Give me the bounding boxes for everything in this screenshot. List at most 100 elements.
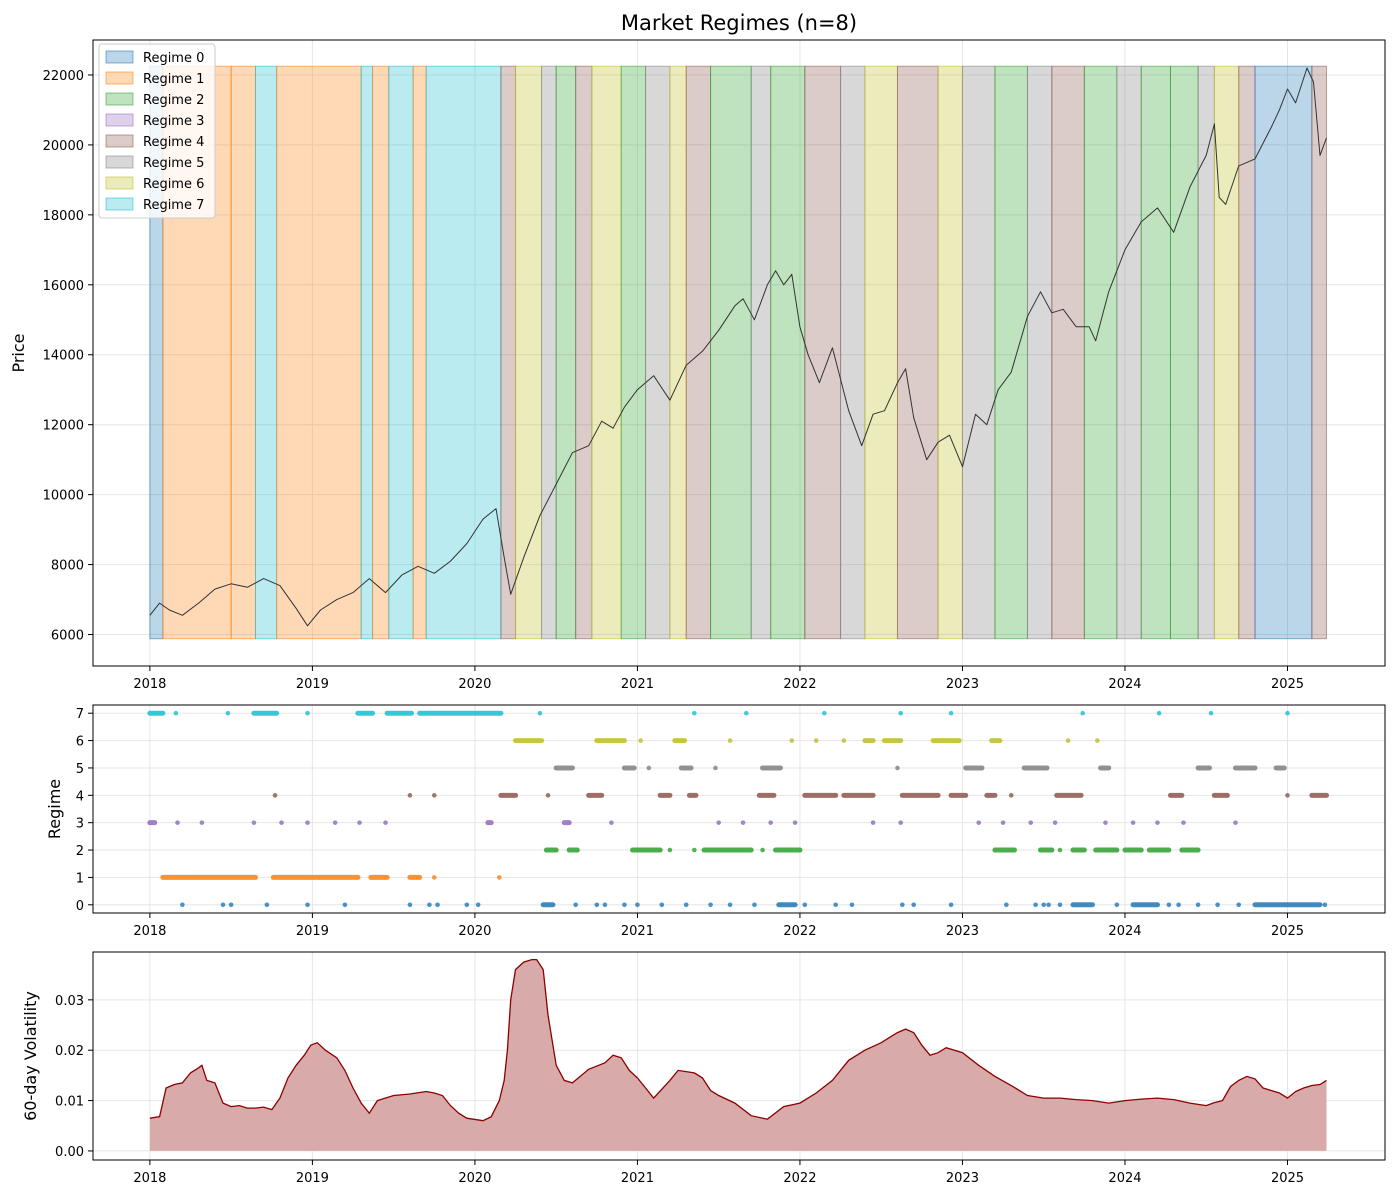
regime-point-regime-7 [692,710,697,716]
x-tick-label: 2022 [783,1171,816,1186]
regime-point-regime-0 [435,902,440,908]
regime-point-regime-0 [264,902,270,908]
legend: Regime 0 Regime 1 Regime 2 Regime 3 Regime 4… [98,43,216,219]
regime-span-regime-4 [896,65,939,640]
regime-point-regime-4 [431,793,437,798]
regime-point-regime-3 [175,820,180,825]
regime-point-regime-3 [279,820,284,825]
regime-span-regime-5 [961,65,996,640]
regime-point-regime-4 [272,793,278,798]
y-axis-label: Price [9,333,28,372]
regime-point-regime-2 [667,847,673,853]
regime-span-regime-7 [360,65,374,640]
legend-label-regime-7: Regime 7 [143,198,204,213]
regime-point-regime-3 [1233,820,1238,825]
axes-frame [92,704,1386,914]
regime-point-regime-0 [659,902,665,908]
y-tick-label: 12000 [43,419,84,434]
regime-span-regime-5 [645,65,671,640]
legend-label-regime-5: Regime 5 [143,156,204,171]
regime-point-regime-3 [251,820,257,825]
regime-span-regime-0 [1254,65,1313,640]
regime-point-regime-3 [332,820,338,825]
x-tick-label: 2023 [946,924,979,939]
regime-point-regime-0 [1215,902,1220,908]
y-axis-label: 60-day Volatility [21,991,40,1121]
regime-point-regime-0 [427,902,432,908]
y-tick-label: 20000 [43,139,84,154]
legend-label-regime-2: Regime 2 [143,93,204,108]
y-tick-label: 8000 [51,559,84,574]
x-tick-label: 2020 [458,1171,491,1186]
y-tick-label: 6000 [51,629,84,644]
regime-point-regime-0 [833,902,838,908]
regime-panel: 2018 2019 2020 2021 2022 2023 2024 2025 0 1 2 3 4 5 6 7… [45,704,1386,939]
regime-point-regime-6 [789,738,795,743]
volatility-line [149,958,1327,1122]
regime-point-regime-6 [727,738,733,743]
legend-label-regime-0: Regime 0 [143,51,204,66]
regime-point-regime-0 [900,902,905,908]
price-line [149,67,1327,627]
regime-point-regime-5 [713,765,718,771]
regime-point-regime-0 [1176,902,1181,908]
x-tick-label: 2019 [296,677,329,692]
regime-point-regime-2 [692,847,697,853]
regime-point-regime-0 [602,902,608,908]
legend-label-regime-1: Regime 1 [143,72,204,87]
x-tick-label: 2023 [946,1171,979,1186]
regime-span-regime-5 [1026,65,1053,640]
regime-point-regime-0 [1195,902,1201,908]
regime-span-regime-4 [1051,65,1085,640]
regime-point-regime-3 [1000,820,1006,825]
regime-span-regime-7 [255,65,278,640]
x-tick-label: 2023 [946,677,979,692]
volatility-area [149,959,1327,1151]
volatility-panel: 2018 2019 2020 2021 2022 2023 2024 2025 0.00 0.01… [21,951,1386,1186]
regime-point-regime-0 [1057,902,1063,908]
regime-point-regime-0 [594,902,600,908]
x-tick-label: 2021 [621,924,654,939]
regime-span-regime-6 [937,65,963,640]
y-tick-label: 0.03 [55,994,84,1009]
regime-point-regime-4 [545,793,551,798]
regime-point-regime-0 [752,902,757,908]
regime-span-regime-6 [591,65,622,640]
legend-box [98,43,216,219]
regime-span-regime-2 [1083,65,1118,640]
regime-point-regime-3 [716,820,721,825]
legend-swatch-regime-5 [105,155,134,169]
regime-point-regime-3 [1103,820,1108,825]
regime-span-regime-6 [515,65,543,640]
regime-point-regime-0 [911,902,917,908]
regime-point-regime-7 [173,710,179,716]
legend-swatch-regime-6 [105,176,134,190]
regime-point-regime-3 [976,820,982,825]
regime-span-regime-1 [276,65,362,640]
regime-point-regime-0 [727,902,733,908]
y-tick-label: 1 [76,871,84,886]
legend-swatch-regime-0 [105,50,134,64]
y-tick-label: 0.01 [55,1095,84,1110]
regime-point-regime-0 [1236,902,1242,908]
regime-point-regime-3 [1028,820,1034,825]
x-tick-label: 2021 [621,677,654,692]
y-tick-label: 5 [76,762,84,777]
y-tick-label: 10000 [43,489,84,504]
y-tick-label: 0 [76,899,84,914]
regime-point-regime-7 [1080,710,1086,716]
regime-point-regime-5 [895,765,900,771]
regime-span-regime-2 [1169,65,1199,640]
regime-point-regime-3 [1052,820,1058,825]
y-tick-label: 7 [76,707,84,722]
regime-point-regime-0 [475,902,481,908]
regime-point-regime-0 [342,902,348,908]
regime-point-regime-3 [383,820,388,825]
regime-point-regime-0 [635,902,640,908]
regime-span-regime-7 [425,65,502,640]
x-tick-label: 2020 [458,924,491,939]
regime-point-regime-7 [898,710,904,716]
regime-span-regime-5 [840,65,866,640]
regime-point-regime-5 [646,765,652,771]
x-tick-label: 2021 [621,1171,654,1186]
